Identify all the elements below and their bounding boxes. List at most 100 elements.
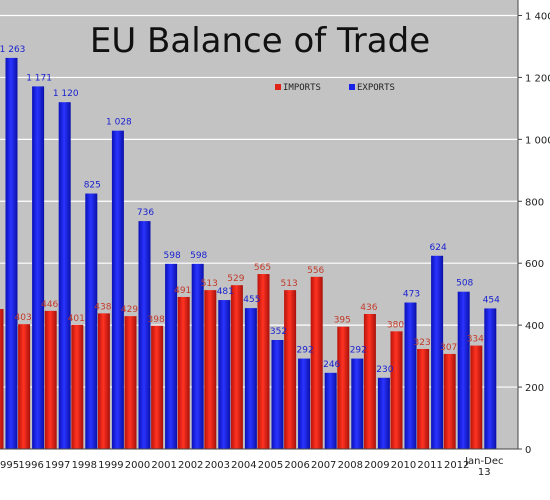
x-tick-label: 2004 — [231, 460, 256, 471]
bar-imports — [257, 274, 270, 449]
bar-imports — [18, 324, 31, 449]
bar-imports — [151, 325, 164, 449]
x-tick-label: 1999 — [98, 460, 123, 471]
data-label-exports: 455 — [243, 295, 260, 305]
legend-swatch-exports — [349, 84, 355, 90]
x-tick-label: 2000 — [125, 460, 150, 471]
data-labels: 1 263 403 1 171 446 1 120 401 825 438 1 028 429 73… — [0, 45, 500, 375]
y-tick-label: 0 — [525, 445, 531, 456]
bar-exports — [298, 358, 311, 449]
data-label-imports: 438 — [94, 302, 111, 312]
y-tick-label: 600 — [525, 259, 544, 270]
data-label-exports: 508 — [456, 279, 473, 289]
x-tick-label: 2001 — [151, 460, 176, 471]
data-label-imports: 556 — [307, 266, 324, 276]
data-label-imports: 401 — [68, 314, 85, 324]
bar-imports — [71, 324, 84, 449]
x-tick-label: 2010 — [391, 460, 416, 471]
data-label-imports: 513 — [201, 279, 218, 289]
data-label-imports: 395 — [334, 316, 351, 326]
data-label-imports: 529 — [227, 274, 244, 284]
y-tick-label: 400 — [525, 321, 544, 332]
bar-exports — [138, 221, 151, 449]
bars — [0, 57, 497, 449]
bar-exports — [32, 86, 45, 449]
data-label-imports: 436 — [360, 303, 377, 313]
x-tick-label: 2002 — [178, 460, 203, 471]
y-axis-ticks: 0 200 400 600 800 1 000 1 200 1 400 — [518, 11, 550, 456]
x-tick-label: 2007 — [311, 460, 336, 471]
legend-label-exports: EXPORTS — [357, 83, 395, 93]
y-tick-label: 1 400 — [525, 11, 550, 22]
bar-imports — [284, 290, 297, 449]
data-label-imports: 429 — [121, 305, 138, 315]
x-tick-label: 2003 — [205, 460, 230, 471]
bar-imports — [310, 276, 323, 449]
x-tick-label: 2009 — [364, 460, 389, 471]
bar-imports — [230, 285, 243, 449]
legend: IMPORTS EXPORTS — [275, 83, 395, 93]
bar-imports — [390, 331, 403, 449]
bar-exports — [5, 57, 18, 449]
data-label-exports: 292 — [350, 346, 367, 356]
data-label-exports: 1 120 — [53, 89, 79, 99]
bar-exports — [351, 358, 364, 449]
bar-exports — [111, 130, 124, 449]
bar-exports — [484, 308, 497, 449]
bar-exports — [244, 308, 257, 449]
bar-imports — [97, 313, 110, 449]
data-label-imports: 446 — [41, 300, 58, 310]
data-label-exports: 481 — [217, 287, 234, 297]
x-tick-label: 2012 — [444, 460, 469, 471]
x-tick-label: 2005 — [258, 460, 283, 471]
data-label-exports: 292 — [297, 346, 314, 356]
x-tick-label: 995 — [0, 460, 19, 471]
x-tick-label: 2011 — [417, 460, 442, 471]
data-label-imports: 323 — [414, 338, 431, 348]
x-tick-label: Jan-Dec 13 — [464, 456, 503, 478]
x-tick-label: 2006 — [284, 460, 309, 471]
data-label-imports: 403 — [15, 313, 32, 323]
y-tick-label: 800 — [525, 197, 544, 208]
bar-exports — [404, 302, 417, 449]
data-label-imports: 380 — [387, 320, 404, 330]
bar-imports — [204, 290, 217, 449]
bar-exports — [191, 263, 204, 449]
x-tick-label: 1996 — [18, 460, 43, 471]
bar-imports — [0, 309, 4, 449]
y-tick-label: 1 200 — [525, 73, 550, 84]
data-label-imports: 398 — [148, 315, 165, 325]
data-label-exports: 473 — [403, 290, 420, 300]
bar-exports — [271, 340, 284, 449]
data-label-exports: 1 028 — [106, 118, 132, 128]
data-label-exports: 736 — [137, 208, 154, 218]
x-tick-label: 2008 — [338, 460, 363, 471]
bar-exports — [377, 377, 390, 449]
bar-imports — [44, 310, 57, 449]
data-label-exports: 454 — [483, 295, 500, 305]
data-label-exports: 598 — [164, 251, 181, 261]
data-label-exports: 1 171 — [26, 73, 52, 83]
data-label-imports: 491 — [174, 286, 191, 296]
bar-exports — [58, 102, 71, 449]
data-label-exports: 246 — [323, 360, 340, 370]
legend-swatch-imports — [275, 84, 281, 90]
data-label-imports: 565 — [254, 263, 271, 273]
x-axis-ticks: 995 1996 1997 1998 1999 2000 2001 2002 2003 2004 2… — [0, 456, 503, 478]
bar-exports — [431, 255, 444, 449]
data-label-exports: 624 — [430, 243, 447, 253]
bar-imports — [417, 348, 430, 449]
data-label-exports: 1 263 — [0, 45, 25, 55]
data-label-exports: 825 — [84, 181, 101, 191]
data-label-exports: 598 — [190, 251, 207, 261]
bar-imports — [124, 316, 137, 449]
data-label-imports: 334 — [467, 335, 484, 345]
legend-label-imports: IMPORTS — [283, 83, 321, 93]
data-label-exports: 230 — [376, 365, 393, 375]
bar-exports — [85, 193, 98, 449]
bar-imports — [363, 313, 376, 449]
data-label-exports: 352 — [270, 327, 287, 337]
bar-exports — [218, 300, 231, 449]
